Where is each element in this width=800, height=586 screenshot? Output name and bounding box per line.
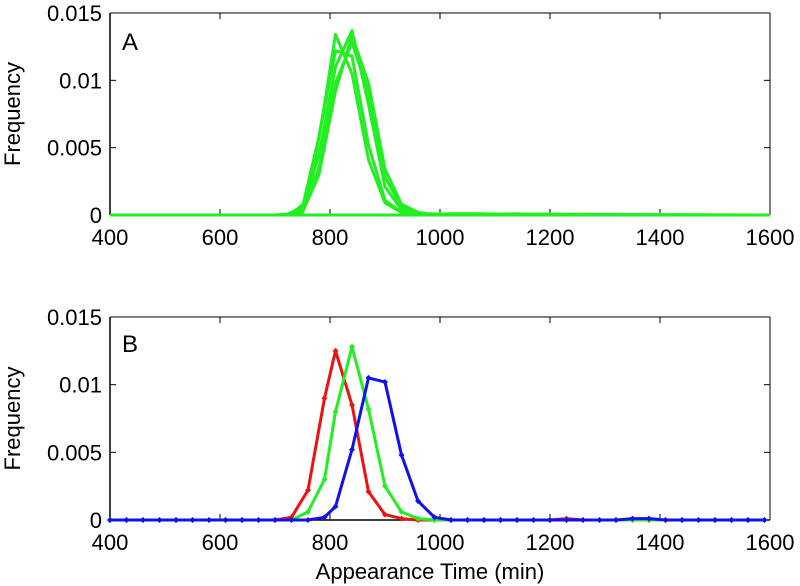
x-tick-label: 800 (312, 530, 349, 555)
data-point (288, 517, 295, 523)
data-point (563, 517, 570, 523)
data-point (222, 517, 229, 523)
series-line-run-1 (110, 33, 770, 217)
data-point (349, 401, 355, 408)
data-point (415, 515, 421, 522)
y-axis-title: Frequency (0, 367, 25, 471)
data-point (646, 515, 652, 522)
y-tick-label: 0.015 (47, 305, 102, 330)
x-tick-label: 1600 (746, 530, 795, 555)
x-tick-label: 800 (312, 225, 349, 250)
data-point (156, 517, 163, 523)
data-point (321, 395, 328, 402)
data-point (239, 517, 245, 523)
data-point (415, 498, 421, 505)
data-point (305, 487, 311, 494)
y-tick-label: 0 (90, 508, 102, 533)
data-point (173, 517, 179, 523)
data-point (140, 517, 146, 523)
data-point (382, 511, 388, 518)
x-tick-label: 1400 (636, 530, 685, 555)
series-line-red (110, 349, 765, 522)
data-point (547, 517, 553, 523)
data-point (272, 517, 278, 523)
data-point (761, 517, 768, 523)
data-point (514, 517, 520, 523)
data-point (629, 515, 636, 522)
x-tick-label: 600 (202, 530, 239, 555)
y-tick-label: 0.005 (47, 136, 102, 161)
data-point (349, 343, 355, 350)
data-point (530, 517, 537, 523)
data-point (365, 374, 372, 381)
data-point (712, 517, 718, 523)
y-tick-label: 0.015 (47, 1, 102, 26)
series-line-run-2 (110, 29, 770, 217)
x-tick-label: 400 (92, 530, 129, 555)
y-tick-label: 0.005 (47, 440, 102, 465)
data-point (332, 347, 339, 354)
y-axis-title: Frequency (0, 62, 25, 166)
data-point (321, 476, 328, 483)
data-point (398, 452, 405, 459)
data-point (679, 517, 685, 523)
y-tick-label: 0.01 (59, 373, 102, 398)
series-line-run-6 (110, 212, 770, 217)
data-point (398, 508, 405, 515)
series-line-run-5 (110, 34, 770, 217)
panel-label: A (122, 29, 138, 56)
panel-b: 400 600 800 1000 1200 1400 1600 0 0.005 0.01 0.015… (0, 305, 794, 584)
data-point (596, 517, 603, 523)
data-point (189, 517, 196, 523)
data-point (332, 503, 339, 510)
data-point (349, 446, 355, 453)
data-point (580, 517, 586, 523)
data-point (382, 378, 388, 385)
data-point (206, 517, 212, 523)
x-axis-title: Appearance Time (min) (316, 559, 545, 584)
series-line-blue (110, 376, 765, 522)
data-point (382, 483, 388, 490)
x-tick-label: 1200 (526, 530, 575, 555)
x-tick-label: 1000 (416, 530, 465, 555)
data-point (448, 517, 454, 523)
panel-label: B (122, 331, 138, 358)
data-point (305, 508, 311, 515)
panel-a: 400 600 800 1000 1200 1400 1600 0 0.005 0.01 0.015… (0, 1, 794, 250)
data-point (431, 514, 438, 521)
x-tick-label: 600 (202, 225, 239, 250)
series-line-run-4 (110, 41, 771, 217)
data-point (464, 517, 471, 523)
data-point (123, 517, 130, 523)
data-point (305, 517, 311, 523)
data-point (365, 488, 372, 495)
data-point (321, 514, 328, 521)
data-point (497, 517, 504, 523)
y-tick-label: 0.01 (59, 68, 102, 93)
data-point (107, 517, 113, 523)
y-tick-label: 0 (90, 203, 102, 228)
data-point (613, 517, 619, 523)
series-line-run-3 (110, 49, 770, 217)
x-tick-label: 1600 (746, 225, 795, 250)
data-point (255, 517, 262, 523)
x-tick-label: 400 (92, 225, 129, 250)
x-tick-label: 1000 (416, 225, 465, 250)
x-tick-label: 1200 (526, 225, 575, 250)
data-point (365, 406, 372, 413)
data-point (662, 517, 669, 523)
data-point (728, 517, 735, 523)
data-point (745, 517, 751, 523)
data-point (332, 408, 339, 415)
data-point (398, 515, 405, 522)
series-line-green (110, 345, 765, 522)
data-point (481, 517, 487, 523)
data-point (695, 517, 702, 523)
x-tick-label: 1400 (636, 225, 685, 250)
